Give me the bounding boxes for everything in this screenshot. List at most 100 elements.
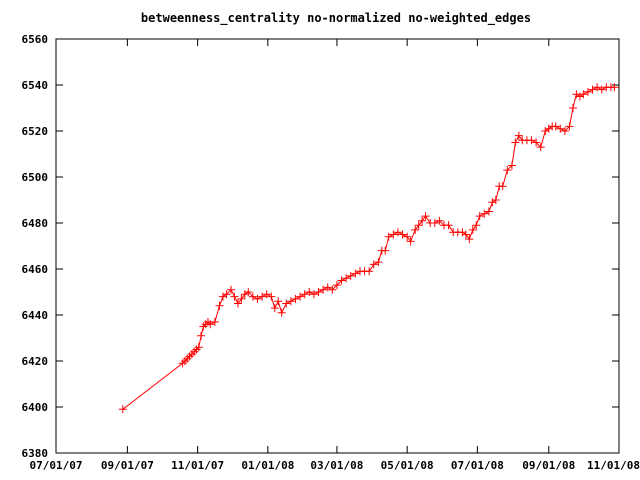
x-tick-label: 05/01/08 [381, 459, 434, 472]
data-point [393, 228, 402, 237]
data-point [286, 297, 295, 306]
data-point [328, 285, 337, 294]
x-tick-label: 09/01/08 [522, 459, 575, 472]
data-point [583, 87, 592, 96]
series-path [122, 86, 615, 410]
data-point [403, 232, 412, 241]
data-point [514, 131, 523, 140]
x-tick-label: 09/01/07 [101, 459, 154, 472]
data-point [197, 331, 206, 340]
data-point [421, 212, 430, 221]
y-tick-label: 6540 [22, 79, 49, 92]
y-tick-label: 6480 [22, 217, 49, 230]
data-point [351, 269, 360, 278]
data-point [565, 122, 574, 131]
data-point [323, 283, 332, 292]
data-point [374, 258, 383, 267]
data-point [468, 225, 477, 234]
data-point [230, 292, 239, 301]
chart-title: betweenness_centrality no-normalized no-… [141, 11, 531, 26]
data-point [227, 285, 236, 294]
data-point [484, 207, 493, 216]
y-tick-label: 6420 [22, 355, 49, 368]
data-point [274, 297, 283, 306]
data-point [503, 166, 512, 175]
data-point [593, 83, 602, 92]
data-point [305, 288, 314, 296]
data-point [253, 294, 262, 303]
data-point [296, 292, 305, 301]
data-point [237, 294, 246, 303]
data-point [532, 138, 541, 147]
data-point [465, 235, 474, 244]
y-axis: 6380 6400 6420 6440 6460 6480 6500 6520 6540 6560 [22, 33, 619, 460]
data-point [568, 104, 577, 112]
data-point [244, 288, 253, 296]
y-tick-label: 6440 [22, 309, 49, 322]
data-point [430, 219, 439, 227]
y-tick-label: 6400 [22, 401, 49, 414]
data-point [536, 143, 545, 152]
data-point [389, 230, 398, 239]
data-point [556, 124, 565, 133]
x-tick-label: 07/01/07 [30, 459, 83, 472]
series-line [118, 83, 619, 414]
data-point [277, 308, 286, 317]
x-tick-label: 11/01/08 [587, 459, 640, 472]
data-point [332, 281, 341, 290]
data-point [551, 122, 560, 131]
data-point [398, 230, 407, 239]
data-point [267, 292, 276, 301]
y-tick-label: 6380 [22, 447, 49, 460]
data-point [206, 320, 215, 329]
data-point [498, 182, 507, 191]
x-tick-label: 03/01/08 [310, 459, 363, 472]
data-point [248, 292, 257, 301]
x-tick-label: 07/01/08 [451, 459, 504, 472]
data-point [411, 225, 420, 234]
data-point [560, 127, 569, 135]
data-point [472, 221, 481, 230]
data-point [309, 290, 318, 299]
data-point [210, 317, 219, 326]
data-point [475, 212, 484, 221]
x-axis: 07/01/07 09/01/07 11/01/07 01/01/08 03/01/08… [30, 39, 640, 472]
data-point [262, 290, 271, 299]
data-point [491, 196, 500, 204]
y-tick-label: 6520 [22, 125, 49, 138]
data-point [461, 230, 470, 239]
data-point [282, 299, 291, 308]
data-point [444, 221, 453, 230]
data-point [384, 232, 393, 241]
data-point [319, 285, 328, 294]
data-point [215, 301, 224, 310]
data-point [270, 304, 279, 313]
data-point [118, 405, 127, 414]
data-point [597, 85, 606, 94]
data-point [406, 237, 415, 246]
data-point [369, 260, 378, 269]
data-point [610, 83, 619, 92]
data-point [291, 294, 300, 303]
plot-frame [55, 38, 620, 454]
data-point [507, 161, 516, 170]
x-tick-label: 01/01/08 [241, 459, 294, 472]
data-point [342, 274, 351, 283]
data-point [527, 136, 536, 145]
data-point [258, 292, 267, 301]
data-point [346, 271, 355, 280]
data-point [314, 288, 323, 296]
y-tick-label: 6500 [22, 171, 49, 184]
y-tick-label: 6560 [22, 33, 49, 46]
data-point [588, 85, 597, 94]
data-point [300, 290, 309, 299]
data-point [233, 299, 242, 308]
data-point [418, 216, 427, 225]
data-point [381, 246, 390, 255]
data-point [337, 276, 346, 285]
x-tick-label: 11/01/07 [171, 459, 224, 472]
data-point [511, 138, 520, 147]
y-tick-label: 6460 [22, 263, 49, 276]
data-point [579, 90, 588, 99]
